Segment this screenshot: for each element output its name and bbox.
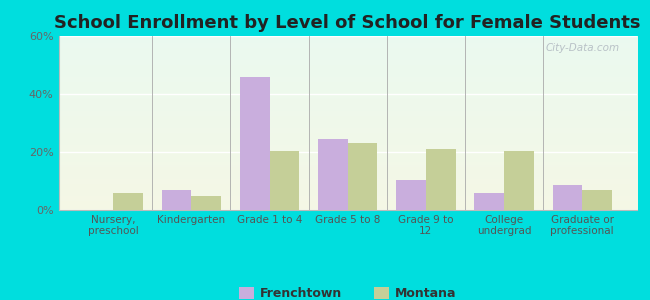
Bar [348,143,378,210]
Bar [113,193,143,210]
Bar [270,151,299,210]
Bar [318,139,348,210]
Bar [504,151,534,210]
Bar [474,193,504,210]
Title: School Enrollment by Level of School for Female Students: School Enrollment by Level of School for… [55,14,641,32]
Bar [582,190,612,210]
Legend: Frenchtown, Montana: Frenchtown, Montana [234,282,462,300]
Bar [552,185,582,210]
Bar [191,196,221,210]
Bar [240,76,270,210]
Bar [162,190,191,210]
Text: City-Data.com: City-Data.com [545,43,619,53]
Bar [396,179,426,210]
Bar [426,149,456,210]
